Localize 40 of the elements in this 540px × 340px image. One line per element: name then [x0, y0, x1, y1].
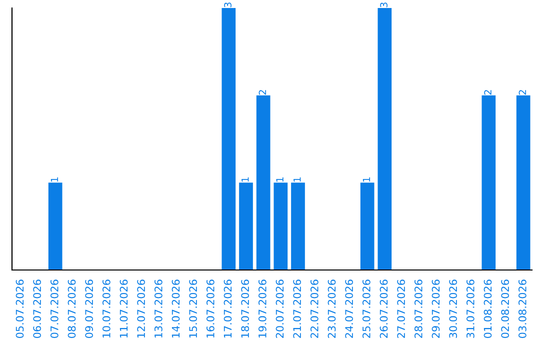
x-tick-label: 15.07.2026	[189, 280, 198, 338]
x-tick-label: 01.08.2026	[484, 280, 492, 338]
data-label: 3	[380, 2, 388, 8]
data-label: 3	[224, 2, 232, 8]
x-tick-label: 12.07.2026	[137, 280, 146, 338]
x-tick-label: 13.07.2026	[154, 280, 162, 338]
x-tick-label: 08.07.2026	[68, 280, 76, 338]
x-tick-label: 20.07.2026	[276, 280, 284, 338]
data-label: 1	[362, 177, 370, 182]
data-label: 1	[50, 177, 58, 182]
x-tick-label: 09.07.2026	[85, 280, 94, 338]
x-tick-label: 18.07.2026	[241, 280, 250, 338]
data-label: 2	[518, 90, 526, 95]
x-tick-label: 02.08.2026	[501, 280, 510, 338]
x-tick-label: 16.07.2026	[206, 280, 214, 338]
data-label: 1	[276, 177, 284, 182]
x-tick-label: 23.07.2026	[328, 280, 336, 338]
data-label: 2	[484, 90, 492, 95]
x-tick-label: 31.07.2026	[466, 280, 474, 338]
x-tick-label: 03.08.2026	[518, 280, 526, 338]
x-tick-label: 07.07.2026	[50, 280, 58, 338]
x-tick-label: 06.07.2026	[33, 280, 42, 338]
x-tick-label: 28.07.2026	[414, 280, 422, 338]
x-tick-label: 11.07.2026	[120, 280, 128, 338]
x-tick-label: 21.07.2026	[293, 280, 302, 338]
x-tick-label: 27.07.2026	[397, 280, 406, 338]
x-tick-label: 22.07.2026	[310, 280, 318, 338]
x-tick-label: 26.07.2026	[380, 280, 388, 338]
data-label: 2	[258, 90, 266, 95]
data-label: 1	[242, 177, 249, 182]
x-tick-label: 29.07.2026	[432, 280, 440, 338]
x-tick-label: 30.07.2026	[449, 280, 458, 338]
x-tick-label: 17.07.2026	[224, 280, 232, 338]
x-tick-label: 10.07.2026	[102, 280, 110, 338]
x-tick-label: 24.07.2026	[345, 280, 354, 338]
x-tick-label: 05.07.2026	[16, 280, 24, 338]
x-tick-label: 14.07.2026	[172, 280, 180, 338]
x-tick-label: 25.07.2026	[362, 280, 370, 338]
x-tick-label: 19.07.2026	[258, 280, 266, 338]
data-label: 1	[294, 177, 301, 182]
